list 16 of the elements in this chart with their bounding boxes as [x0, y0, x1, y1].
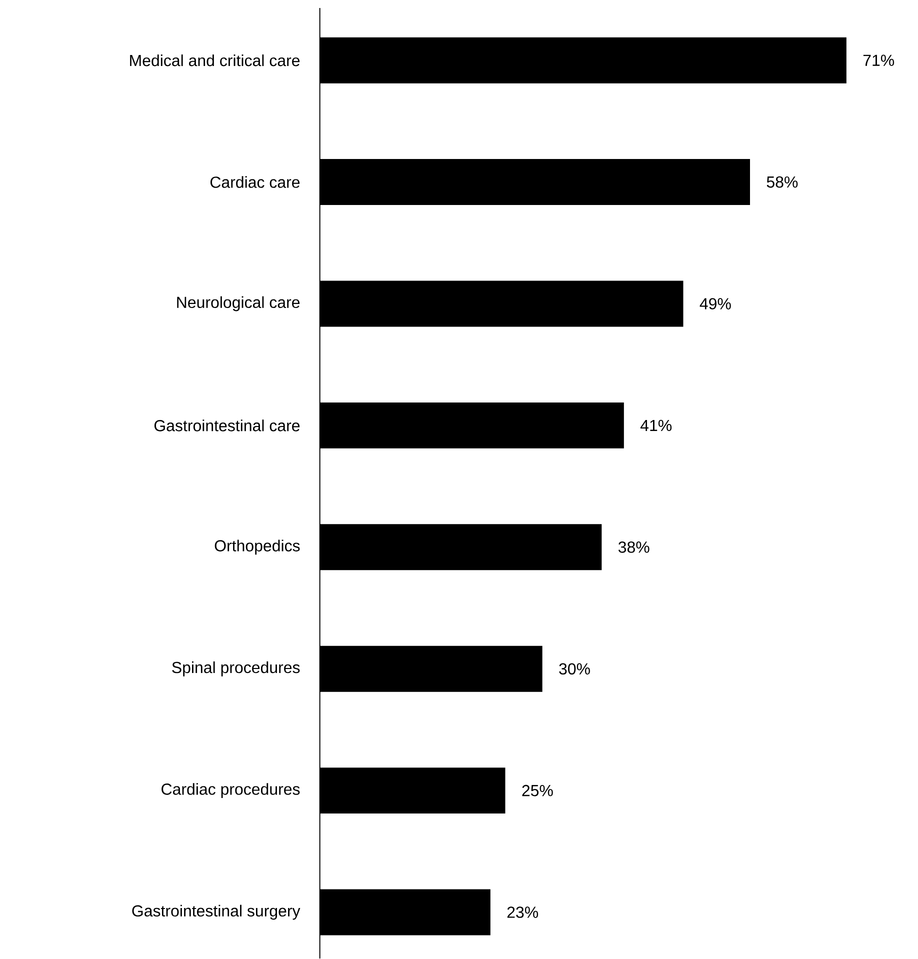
y-tick-label: Orthopedics — [215, 540, 300, 555]
y-tick-label: Gastrointestinal surgery — [132, 904, 300, 920]
data-label: 41% — [640, 420, 672, 432]
y-tick-label: Neurological care — [177, 296, 300, 312]
data-label: 30% — [559, 663, 590, 675]
y-tick-label: Cardiac procedures — [162, 783, 300, 798]
y-tick-label: Medical and critical care — [130, 54, 300, 66]
data-label: 23% — [508, 906, 538, 918]
data-label: 38% — [618, 541, 650, 553]
data-label: 25% — [522, 784, 554, 796]
data-label: 49% — [700, 298, 732, 310]
data-label: 71% — [864, 54, 894, 66]
y-tick-label: Gastrointestinal care — [154, 420, 300, 432]
data-label: 58% — [767, 176, 798, 188]
y-tick-label: Spinal procedures — [172, 661, 300, 676]
y-tick-label: Cardiac care — [210, 176, 300, 188]
